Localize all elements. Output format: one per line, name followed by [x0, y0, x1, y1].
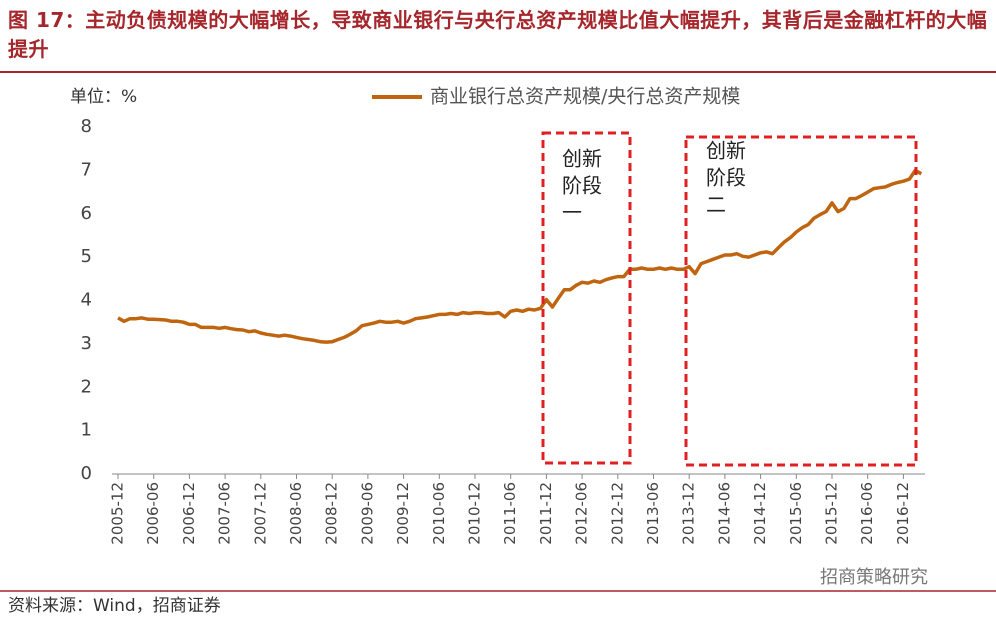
x-tick-label: 2005-12 [109, 482, 127, 545]
y-tick-label: 3 [81, 333, 92, 354]
x-tick-label: 2006-12 [180, 482, 198, 545]
x-tick-label: 2012-06 [573, 482, 591, 545]
legend-label: 商业银行总资产规模/央行总资产规模 [430, 86, 740, 108]
x-tick-label: 2010-12 [466, 482, 484, 545]
y-tick-label: 5 [81, 246, 92, 267]
watermark: 招商策略研究 [820, 567, 928, 588]
x-tick-label: 2016-06 [858, 482, 876, 545]
annotation-text: 一 [562, 201, 582, 225]
source: 资料来源：Wind，招商证券 [8, 596, 221, 616]
x-tick-label: 2008-12 [323, 482, 341, 545]
x-tick-label: 2013-12 [680, 482, 698, 545]
x-tick-label: 2011-12 [537, 482, 555, 545]
x-tick-label: 2015-12 [823, 482, 841, 545]
y-tick-label: 1 [81, 420, 92, 441]
x-tick-label: 2014-12 [751, 482, 769, 545]
x-tick-label: 2016-12 [894, 482, 912, 545]
x-tick-label: 2008-06 [287, 482, 305, 545]
x-tick-label: 2007-12 [251, 482, 269, 545]
y-tick-label: 8 [81, 116, 92, 137]
x-tick-label: 2011-06 [501, 482, 519, 545]
y-tick-label: 7 [81, 159, 92, 180]
annotation-text: 创新 [706, 139, 746, 163]
y-tick-label: 4 [81, 290, 92, 311]
x-tick-label: 2014-06 [715, 482, 733, 545]
annotation-text: 二 [706, 193, 726, 217]
x-tick-label: 2007-06 [216, 482, 234, 545]
x-tick-label: 2010-06 [430, 482, 448, 545]
chart-title: 图 17：主动负债规模的大幅增长，导致商业银行与央行总资产规模比值大幅提升，其背… [8, 8, 988, 61]
x-tick-label: 2009-12 [394, 482, 412, 545]
annotation-box [684, 135, 918, 467]
unit-label: 单位：% [70, 87, 137, 107]
x-tick-label: 2013-06 [644, 482, 662, 545]
x-tick-label: 2009-06 [358, 482, 376, 545]
x-tick-label: 2012-12 [608, 482, 626, 545]
y-tick-label: 0 [81, 463, 92, 484]
y-tick-label: 2 [81, 376, 92, 397]
x-tick-label: 2006-06 [144, 482, 162, 545]
annotation-text: 创新 [562, 147, 602, 171]
series-line [117, 168, 923, 344]
y-tick-label: 6 [81, 203, 92, 224]
annotation-box [541, 131, 632, 465]
annotation-text: 阶段 [562, 174, 602, 198]
x-tick-label: 2015-06 [787, 482, 805, 545]
annotation-text: 阶段 [706, 166, 746, 190]
